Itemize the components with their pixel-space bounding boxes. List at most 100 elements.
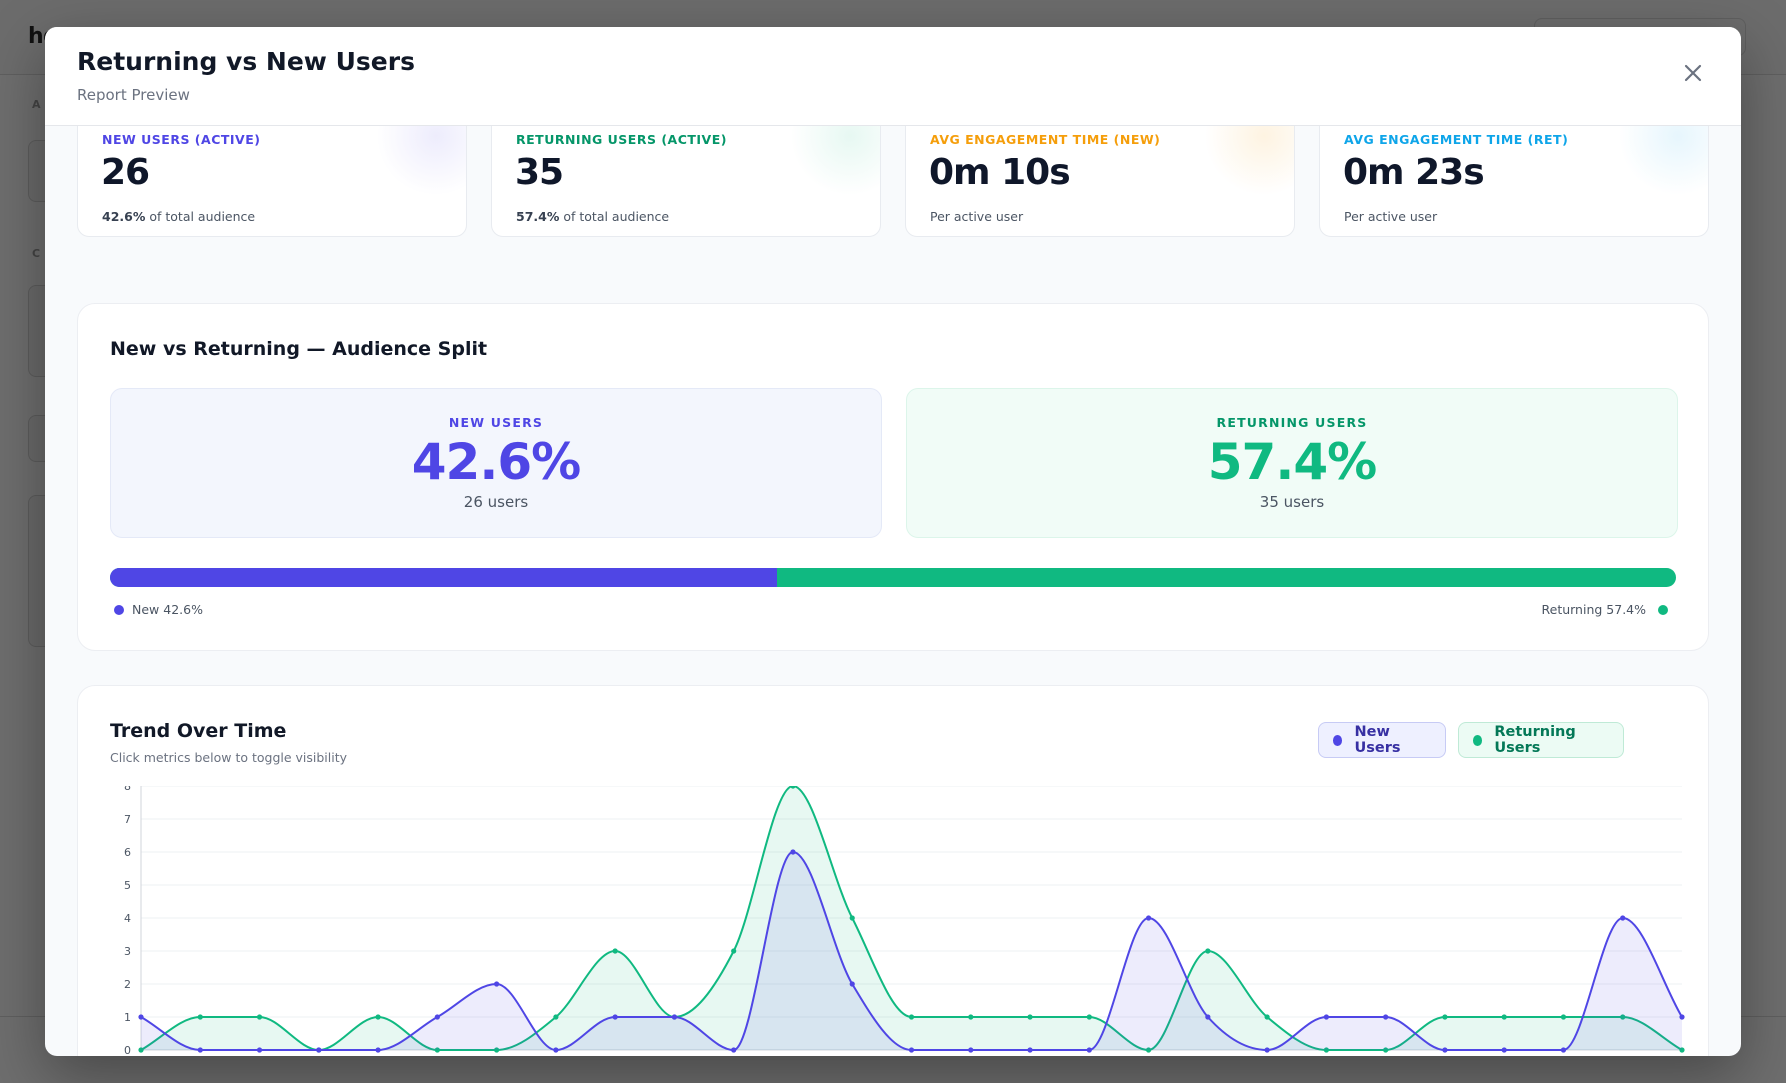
modal-header: Returning vs New Users Report Preview — [45, 27, 1741, 126]
y-tick-label: 2 — [124, 978, 131, 991]
point-returning-users — [1205, 948, 1211, 954]
metric-sub-bold: 42.6% — [102, 209, 146, 224]
point-new-users — [1442, 1047, 1448, 1053]
point-new-users — [1264, 1047, 1270, 1053]
legend-dot — [114, 604, 124, 615]
audience-split-bar-new — [110, 568, 778, 587]
y-tick-label: 8 — [124, 786, 131, 793]
y-tick-label: 4 — [124, 912, 131, 925]
point-new-users — [434, 1014, 440, 1020]
metric-label: AVG ENGAGEMENT TIME (RET) — [1344, 132, 1569, 147]
point-returning-users — [1027, 1014, 1033, 1020]
legend-new-label: New 42.6% — [132, 602, 203, 617]
point-returning-users — [1560, 1014, 1567, 1020]
point-new-users — [316, 1047, 322, 1053]
legend-new: New 42.6% — [114, 602, 203, 617]
point-new-users — [1323, 1014, 1329, 1020]
modal-body: NEW USERS (ACTIVE) 2 6 42.6% of total aud… — [45, 125, 1741, 1056]
point-returning-users — [553, 1014, 559, 1020]
point-returning-users — [434, 1047, 440, 1053]
metric-sub-text: of total audience — [559, 209, 670, 224]
background-section-label: A — [32, 98, 42, 111]
metric-label: RETURNING USERS (ACTIVE) — [516, 132, 727, 147]
audience-split-title: New vs Returning — Audience Split — [110, 338, 488, 360]
point-returning-users — [138, 1047, 144, 1053]
point-returning-users — [849, 915, 855, 921]
split-label: NEW USERS — [448, 415, 544, 430]
trend-panel: Trend Over Time Click metrics below to t… — [77, 685, 1709, 1056]
metric-value: 0m 23s — [1343, 152, 1485, 193]
metric-card-avg-engagement-new: AVG ENGAGEMENT TIME (NEW) 0m 10s Per act… — [905, 125, 1295, 237]
toggle-dot — [1333, 734, 1343, 746]
y-tick-label: 0 — [124, 1044, 131, 1056]
point-returning-users — [256, 1014, 263, 1020]
point-returning-users — [1323, 1047, 1329, 1053]
metric-subtext: 42.6% of total audience — [102, 209, 255, 224]
point-new-users — [908, 1047, 915, 1053]
point-new-users — [1501, 1047, 1507, 1053]
y-tick-label: 6 — [124, 846, 131, 859]
split-percentage: 42.6% — [411, 433, 581, 491]
report-preview-modal: Returning vs New Users Report Preview NE… — [45, 27, 1741, 1056]
close-button[interactable] — [1679, 59, 1707, 87]
legend-dot — [1658, 604, 1668, 615]
point-returning-users — [1501, 1014, 1507, 1020]
returning-users-split-box: RETURNING USERS 57.4% 35 users — [906, 388, 1678, 538]
line-returning-users — [140, 786, 1683, 1052]
point-new-users — [790, 849, 796, 855]
point-new-users — [671, 1014, 678, 1020]
point-new-users — [1027, 1047, 1033, 1053]
point-new-users — [731, 1047, 737, 1053]
toggle-returning-users[interactable]: Returning Users — [1458, 722, 1624, 758]
point-returning-users — [1145, 1047, 1152, 1053]
y-tick-label: 3 — [124, 945, 131, 958]
point-returning-users — [968, 1014, 974, 1020]
metric-value: 35 — [515, 152, 564, 193]
toggle-new-users[interactable]: New Users — [1318, 722, 1446, 758]
legend-returning: Returning 57.4% — [1542, 602, 1668, 617]
point-new-users — [138, 1014, 144, 1020]
card-glow — [1204, 125, 1294, 196]
point-returning-users — [375, 1014, 381, 1020]
point-new-users — [612, 1014, 618, 1020]
point-new-users — [494, 981, 500, 987]
point-returning-users — [494, 1047, 500, 1053]
card-glow — [790, 125, 880, 196]
point-new-users — [1205, 1014, 1211, 1020]
point-returning-users — [1383, 1047, 1389, 1053]
metric-subtext: Per active user — [1344, 209, 1438, 224]
point-returning-users — [731, 948, 737, 954]
metric-subtext: Per active user — [930, 209, 1024, 224]
metric-label: NEW USERS (ACTIVE) — [102, 132, 261, 147]
toggle-dot — [1473, 734, 1483, 746]
point-new-users — [968, 1047, 974, 1053]
y-tick-label: 5 — [124, 879, 131, 892]
metric-label: AVG ENGAGEMENT TIME (NEW) — [930, 132, 1161, 147]
background-section-label: C — [32, 247, 42, 260]
new-users-split-box: NEW USERS 42.6% 26 users — [110, 388, 882, 538]
point-new-users — [849, 981, 855, 987]
point-new-users — [1086, 1047, 1092, 1053]
metric-subtext: 57.4% of total audience — [516, 209, 669, 224]
trend-title: Trend Over Time — [110, 720, 287, 742]
metric-sub-text: of total audience — [145, 209, 256, 224]
split-count: 35 users — [1259, 493, 1325, 511]
point-new-users — [1383, 1014, 1389, 1020]
point-returning-users — [1620, 1014, 1626, 1020]
modal-title: Returning vs New Users — [77, 47, 415, 76]
split-count: 26 users — [463, 493, 529, 511]
point-returning-users — [1679, 1047, 1685, 1053]
audience-split-bar — [110, 568, 1676, 587]
toggle-label: Returning Users — [1494, 724, 1576, 756]
point-returning-users — [1442, 1014, 1448, 1020]
area-returning-users — [141, 786, 1682, 1050]
y-tick-label: 1 — [124, 1011, 131, 1024]
modal-subtitle: Report Preview — [77, 86, 190, 104]
point-new-users — [375, 1047, 381, 1053]
point-new-users — [553, 1047, 559, 1053]
trend-subtitle: Click metrics below to toggle visibility — [110, 750, 348, 765]
point-new-users — [1679, 1014, 1685, 1020]
metric-sub-bold: 57.4% — [516, 209, 560, 224]
point-returning-users — [197, 1014, 203, 1020]
audience-split-panel: New vs Returning — Audience Split NEW US… — [77, 303, 1709, 651]
